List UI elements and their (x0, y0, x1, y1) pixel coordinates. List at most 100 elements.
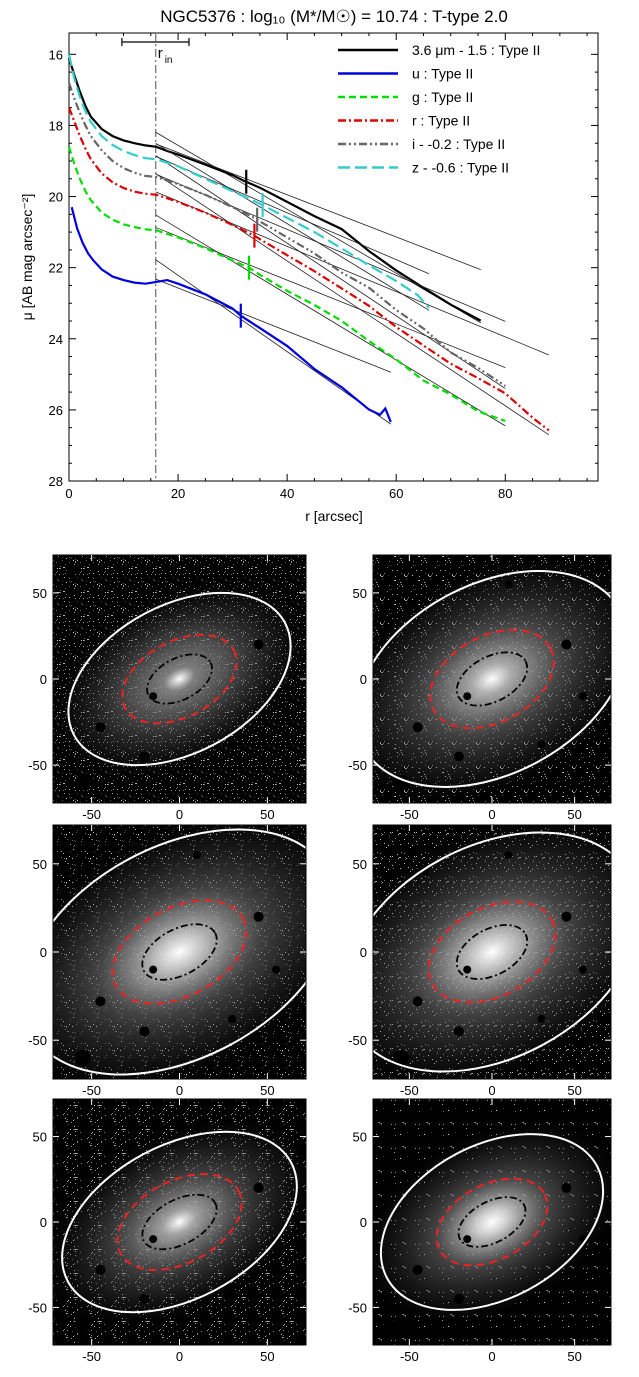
y-tick-label: 0 (360, 945, 367, 960)
series-line (67, 82, 506, 387)
masked-source (393, 1049, 410, 1066)
outer-ellipse (373, 831, 611, 1073)
x-tick-label: 40 (280, 486, 294, 501)
y-tick-label: 28 (49, 474, 63, 489)
masked-source (412, 996, 423, 1007)
panel-label: r (67, 831, 73, 848)
masked-source (149, 1235, 158, 1244)
x-tick-label: 0 (488, 1349, 495, 1364)
panel-image (53, 1099, 306, 1345)
series-1 (70, 206, 392, 425)
outer-disk-fit-line (155, 173, 550, 436)
outer-ellipse (53, 828, 306, 1076)
outer-disk-fit-line (155, 214, 506, 427)
inner-ellipse (141, 1193, 218, 1251)
legend: 3.6 μm - 1.5 : Type II u : Type II g : Typ… (338, 42, 540, 176)
break-ellipse (427, 900, 557, 1004)
y-tick-label: 22 (49, 261, 63, 276)
masked-source (106, 1142, 113, 1149)
x-tick-label: -50 (82, 1349, 101, 1364)
x-tick-label: 0 (488, 1083, 495, 1098)
series-line (70, 206, 392, 423)
series-line (67, 54, 430, 309)
masked-source (193, 1124, 202, 1133)
outer-ellipse (379, 1133, 605, 1311)
inner-ellipse (455, 651, 529, 707)
y-tick-label: 50 (353, 857, 367, 872)
series-4 (67, 82, 506, 389)
break-ellipse (111, 899, 248, 1005)
masked-source (412, 722, 423, 733)
masked-source (453, 1026, 464, 1037)
series-5 (67, 54, 430, 311)
series-3 (67, 107, 550, 436)
masked-source (422, 1142, 429, 1149)
r-in-label-subscript: in (165, 55, 173, 66)
masked-source (95, 996, 106, 1007)
masked-source (453, 751, 464, 762)
galaxy-light (53, 1118, 306, 1326)
panel-image (373, 555, 611, 803)
masked-source (272, 965, 281, 974)
panel-label: u (67, 561, 76, 578)
inner-disk-fit-line (155, 143, 481, 271)
y-tick-label: -50 (28, 1300, 47, 1315)
legend-entry: u : Type II (412, 66, 473, 82)
masked-source (74, 774, 91, 791)
panel-label: z (67, 1105, 75, 1122)
panel-image (373, 825, 611, 1079)
y-tick-label: -50 (348, 1300, 367, 1315)
x-axis-label: r [arcsec] (305, 508, 363, 524)
break-ellipse (429, 628, 555, 730)
y-tick-label: 0 (360, 1215, 367, 1230)
x-tick-label: 0 (176, 1349, 183, 1364)
y-tick-label: -50 (348, 758, 367, 773)
masked-source (422, 869, 429, 876)
panel-label: g (387, 561, 396, 578)
panel-label: 3.6 μm (387, 1105, 436, 1122)
panel-image (53, 825, 306, 1079)
legend-entry: 3.6 μm - 1.5 : Type II (412, 42, 540, 58)
image-panel-2: r -50 0 50 50 0 -50 (28, 824, 307, 1098)
x-tick-label: 0 (488, 807, 495, 822)
x-tick-label: -50 (400, 1083, 419, 1098)
inner-disk-fit-line (155, 278, 391, 373)
chart-title: NGC5376 : log₁₀ (M*/M☉) = 10.74 : T-type… (160, 7, 508, 26)
x-tick-label: -50 (82, 1083, 101, 1098)
masked-source (253, 1182, 264, 1193)
masked-source (504, 1124, 513, 1133)
series-line (67, 57, 482, 322)
x-tick-label: 50 (567, 1349, 581, 1364)
masked-source (253, 911, 264, 922)
image-panel-3: i -50 0 50 50 0 -50 (348, 824, 612, 1098)
y-tick-label: 0 (40, 945, 47, 960)
x-tick-label: 20 (171, 486, 185, 501)
masked-source (139, 751, 150, 762)
x-tick-label: -50 (400, 807, 419, 822)
outer-ellipse (373, 570, 611, 788)
masked-source (253, 639, 264, 650)
y-tick-label: 26 (49, 403, 63, 418)
masked-source (537, 740, 546, 749)
masked-source (139, 1026, 150, 1037)
y-tick-label: 50 (353, 1130, 367, 1145)
image-panel-4: z -50 0 50 50 0 -50 (28, 1098, 307, 1364)
y-tick-label: 50 (353, 586, 367, 601)
outer-disk-fit-line (155, 131, 481, 324)
masked-source (228, 1282, 237, 1291)
masked-source (228, 740, 237, 749)
plot-frame (68, 32, 599, 482)
x-tick-label: 0 (65, 486, 72, 501)
galaxy-light (373, 825, 611, 1079)
y-tick-label: -50 (348, 1033, 367, 1048)
image-panel-5: 3.6 μm -50 0 50 50 0 -50 (348, 1098, 612, 1364)
x-tick-label: 50 (260, 1349, 274, 1364)
y-tick-label: 0 (40, 1215, 47, 1230)
masked-source (463, 1235, 472, 1244)
masked-source (463, 692, 472, 701)
surface-brightness-profile-chart: NGC5376 : log₁₀ (M*/M☉) = 10.74 : T-type… (19, 7, 599, 524)
legend-entry: i - -0.2 : Type II (412, 136, 505, 152)
galaxy-light (53, 825, 306, 1079)
x-tick-label: -50 (82, 807, 101, 822)
